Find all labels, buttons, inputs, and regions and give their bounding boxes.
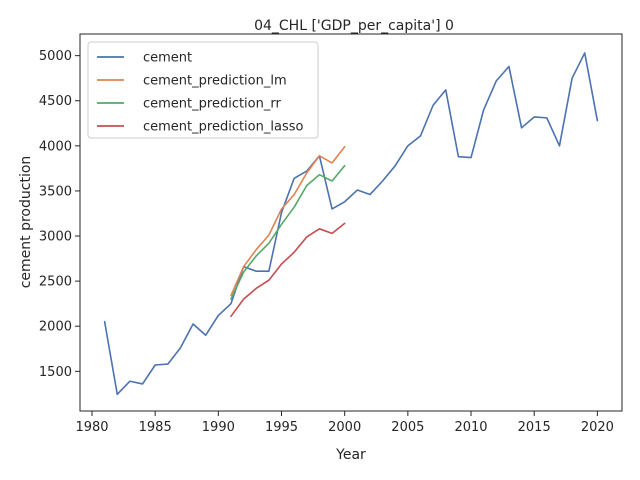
legend-label: cement_prediction_lm [143,74,287,89]
y-tick-label: 1500 [39,365,72,380]
legend-label: cement [143,51,192,66]
series-layer [103,52,599,396]
legend-label: cement_prediction_lasso [143,120,303,135]
y-tick-label: 4500 [39,94,72,109]
x-tick-label: 2005 [391,420,424,435]
legend-label: cement_prediction_rr [143,97,281,112]
series-line-cement-prediction-lm [230,145,346,297]
legend-box [87,41,319,139]
y-axis-label: cement production [18,156,34,289]
series-line-cement-prediction-rr [230,164,346,300]
x-tick-label: 2020 [581,420,614,435]
ticks: 1980 1985 1990 1995 2000 2005 2010 2015 2020 1500… [39,49,614,435]
y-tick-label: 2000 [39,320,72,335]
y-tick-label: 3000 [39,230,72,245]
series-line-cement-prediction-lasso [230,222,346,318]
y-tick-label: 4000 [39,139,72,154]
legend: cement cement_prediction_lm cement_predict… [87,41,319,139]
x-tick-label: 1985 [139,420,172,435]
chart-title: 04_CHL ['GDP_per_capita'] 0 [254,18,454,34]
x-tick-label: 2000 [328,420,361,435]
x-tick-label: 1980 [75,420,108,435]
series-line-cement [103,52,599,396]
y-tick-label: 2500 [39,275,72,290]
x-tick-label: 2015 [518,420,551,435]
y-tick-label: 5000 [39,49,72,64]
axes-frame [79,33,623,412]
x-axis-label: Year [335,447,366,463]
y-tick-label: 3500 [39,184,72,199]
x-tick-label: 1995 [265,420,298,435]
x-tick-label: 1990 [202,420,235,435]
x-tick-label: 2010 [454,420,487,435]
